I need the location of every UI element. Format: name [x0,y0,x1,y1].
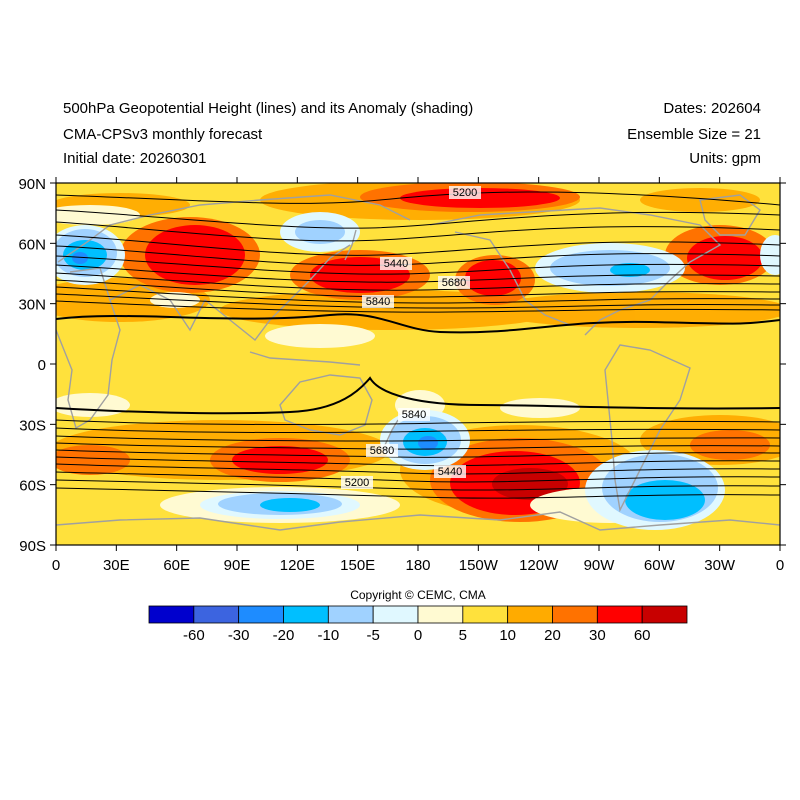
contour-label: 5200 [453,187,477,199]
colorbar-swatch [641,605,688,624]
lat-tick-label: 60S [19,478,46,495]
lat-tick-label: 90S [19,538,46,555]
lon-tick-label: 60E [163,557,190,574]
lon-tick-label: 120W [519,557,559,574]
colorbar-label: -60 [183,627,205,644]
colorbar-swatch [596,605,643,624]
lon-tick-label: 150E [340,557,375,574]
units-label: Units: gpm [689,150,761,167]
copyright-text: Copyright © CEMC, CMA [350,588,486,602]
colorbar-swatch [372,605,419,624]
colorbar-label: -5 [366,627,379,644]
lat-tick-label: 30S [19,417,46,434]
lon-tick-label: 0 [776,557,784,574]
colorbar-label: -10 [317,627,339,644]
colorbar-label: -30 [228,627,250,644]
contour-label: 5200 [345,477,369,489]
colorbar-swatch [327,605,374,624]
lat-tick-label: 60N [18,236,46,253]
lon-tick-label: 60W [644,557,676,574]
longitude-axis: 0 30E 60E 90E 120E 150E 180 150W 120W 90W 60W 30W 0 [52,177,784,574]
colorbar-swatch [462,605,509,624]
lon-tick-label: 90E [224,557,251,574]
colorbar-swatch [552,605,598,624]
colorbar-swatch [507,605,553,624]
colorbar-label: 60 [634,627,651,644]
colorbar-swatch [193,605,240,624]
initial-date: Initial date: 20260301 [63,150,207,167]
lon-tick-label: 180 [405,557,430,574]
colorbar-label: 30 [589,627,606,644]
contour-label: 5840 [402,409,426,421]
lon-tick-label: 30W [704,557,736,574]
lon-tick-label: 90W [584,557,616,574]
lat-tick-label: 30N [18,297,46,314]
colorbar-label: 5 [459,627,467,644]
latitude-axis: 90N 60N 30N 0 30S 60S 90S [18,176,786,555]
colorbar-swatch [283,605,329,624]
colorbar-swatch [148,605,195,624]
contour-label: 5840 [366,296,390,308]
contour-label: 5440 [438,466,462,478]
colorbar-label: -20 [273,627,295,644]
contour-label-group: 5200 5440 5680 5840 5840 5680 5440 5200 [341,186,481,489]
ensemble-size: Ensemble Size = 21 [627,126,761,143]
contour-label: 5680 [442,277,466,289]
lon-tick-label: 150W [459,557,499,574]
chart-title: 500hPa Geopotential Height (lines) and i… [63,100,474,117]
contour-label: 5680 [370,445,394,457]
lon-tick-label: 120E [280,557,315,574]
lon-tick-label: 0 [52,557,60,574]
forecast-dates: Dates: 202604 [663,100,761,117]
colorbar-label: 20 [544,627,561,644]
chart-subtitle: CMA-CPSv3 monthly forecast [63,126,263,143]
colorbar-label: 10 [499,627,516,644]
colorbar-label: 0 [414,627,422,644]
lat-tick-label: 0 [38,357,46,374]
contour-label: 5440 [384,258,408,270]
colorbar-swatch [417,605,464,624]
lon-tick-label: 30E [103,557,130,574]
lat-tick-label: 90N [18,176,46,193]
colorbar: -60 -30 -20 -10 -5 0 5 10 20 30 60 [148,605,688,644]
colorbar-swatch [238,605,284,624]
